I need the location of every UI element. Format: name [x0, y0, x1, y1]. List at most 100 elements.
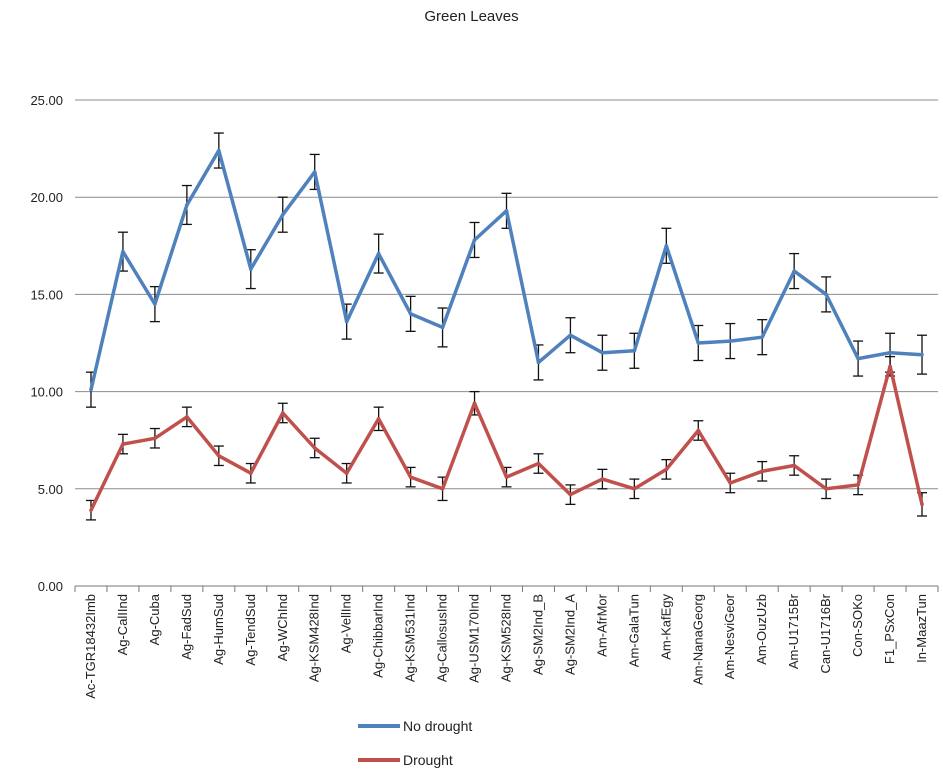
data-point — [728, 481, 733, 485]
x-category-label: Ag-KSM528Ind — [499, 594, 514, 682]
legend-label: Drought — [403, 752, 453, 768]
x-category-label: In-MaazTun — [914, 594, 929, 663]
series-no-drought — [85, 132, 928, 408]
data-point — [344, 319, 349, 324]
data-point — [888, 364, 892, 369]
data-point — [121, 249, 125, 254]
data-point — [217, 453, 221, 458]
data-point — [760, 335, 765, 339]
x-category-label: Am-U1715Br — [786, 593, 801, 669]
series-lines — [85, 132, 928, 521]
y-tick-label: 5.00 — [38, 482, 63, 497]
x-category-label: Ac-TGR18432Imb — [83, 594, 98, 699]
data-point — [856, 356, 860, 361]
data-point — [824, 292, 828, 297]
data-point — [920, 352, 924, 357]
data-point — [824, 487, 828, 491]
x-category-label: Am-AfrMor — [594, 593, 609, 657]
data-point — [504, 209, 509, 213]
data-point — [792, 269, 796, 273]
data-point — [408, 475, 413, 479]
x-category-label: Ag-ChibbarInd — [371, 594, 386, 678]
y-tick-label: 0.00 — [38, 579, 63, 594]
x-category-label: Ag-CallosusInd — [435, 594, 450, 682]
x-category-label: Ag-KSM428Ind — [307, 594, 322, 682]
data-point — [89, 387, 93, 392]
data-point — [728, 339, 733, 343]
y-tick-label: 20.00 — [30, 190, 63, 205]
x-category-label: Ag-SM2Ind_B — [530, 594, 545, 675]
legend: No drought Drought — [358, 718, 472, 768]
data-point — [89, 508, 93, 512]
y-axis-tick-labels: 0.00 5.00 10.00 15.00 20.00 25.00 — [30, 93, 63, 594]
x-category-label: Ag-USM170Ind — [467, 594, 482, 683]
y-tick-label: 25.00 — [30, 93, 63, 108]
x-category-label: Ag-SM2Ind_A — [562, 594, 577, 675]
x-category-label: Ag-TendSud — [243, 594, 258, 666]
x-category-label: Am-NanaGeorg — [690, 594, 705, 685]
data-point — [440, 487, 445, 491]
data-point — [920, 502, 924, 507]
data-point — [217, 148, 221, 153]
data-point — [792, 463, 796, 468]
data-point — [153, 436, 157, 441]
data-point — [600, 350, 605, 355]
data-point — [344, 471, 349, 476]
data-point — [664, 467, 669, 472]
series-drought — [85, 355, 928, 521]
x-category-label: Am-NesviGeor — [722, 593, 737, 679]
x-category-label: Ag-WChInd — [275, 594, 290, 661]
data-point — [248, 267, 253, 271]
x-category-label: Ag-CalIInd — [115, 594, 130, 655]
gridlines — [75, 99, 938, 490]
x-axis-category-labels: Ac-TGR18432Imb Ag-CalIInd Ag-Cuba Ag-FadSud… — [83, 593, 929, 699]
data-point — [185, 415, 189, 419]
data-point — [536, 360, 541, 365]
data-point — [376, 417, 381, 421]
data-point — [248, 471, 253, 476]
data-point — [632, 348, 637, 353]
legend-label: No drought — [403, 718, 472, 734]
data-point — [472, 401, 477, 406]
x-category-label: Con-SOKo — [850, 594, 865, 657]
data-point — [153, 302, 157, 306]
x-category-label: Ag-VellInd — [339, 594, 354, 653]
data-point — [760, 469, 765, 474]
data-point — [888, 350, 892, 355]
series-line — [89, 148, 923, 391]
y-tick-label: 15.00 — [30, 287, 63, 302]
x-category-label: Ag-KSM531Ind — [403, 594, 418, 682]
x-category-label: Can-U1716Br — [818, 593, 833, 673]
data-point — [280, 212, 285, 217]
data-point — [504, 475, 509, 479]
data-point — [185, 203, 189, 207]
data-point — [312, 170, 317, 174]
x-category-label: F1_PSxCon — [882, 594, 897, 664]
data-point — [312, 446, 317, 450]
x-category-label: Am-GalaTun — [626, 594, 641, 667]
data-point — [472, 238, 477, 242]
x-category-label: Ag-Cuba — [147, 593, 162, 645]
data-point — [568, 492, 573, 497]
x-category-label: Am-KafEgy — [658, 594, 673, 660]
x-category-label: Ag-FadSud — [179, 594, 194, 660]
data-point — [408, 312, 413, 316]
data-point — [536, 461, 541, 466]
data-point — [121, 442, 125, 446]
data-point — [856, 483, 860, 487]
y-tick-label: 10.00 — [30, 385, 63, 400]
data-point — [632, 487, 637, 491]
x-axis — [74, 585, 939, 592]
data-point — [280, 411, 285, 415]
data-point — [568, 333, 573, 338]
x-category-label: Am-OuzUzb — [754, 594, 769, 665]
data-point — [376, 251, 381, 256]
data-point — [696, 428, 701, 433]
data-point — [600, 477, 605, 481]
data-point — [664, 244, 669, 248]
data-point — [440, 325, 445, 330]
data-point — [696, 341, 701, 345]
chart-title: Green Leaves — [424, 8, 519, 25]
x-category-label: Ag-HumSud — [211, 594, 226, 665]
